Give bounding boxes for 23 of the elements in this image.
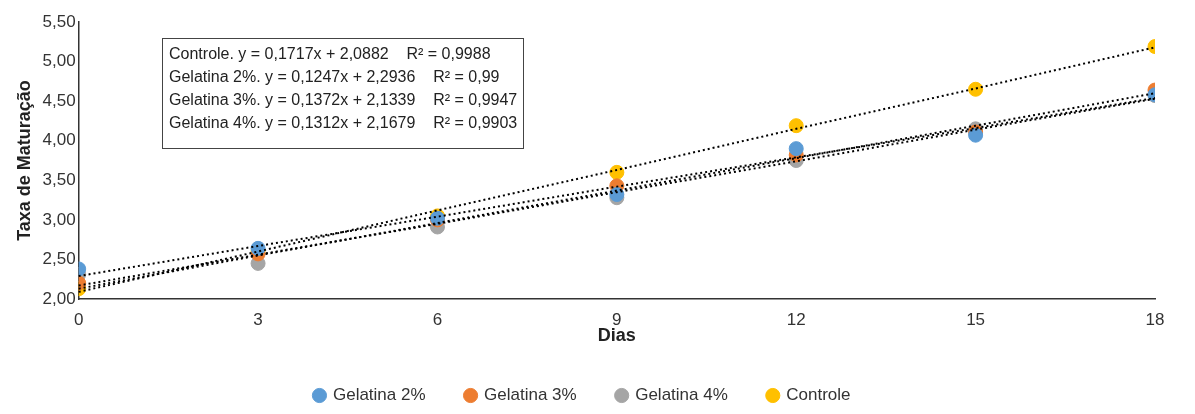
annotation: Gelatina 2%. y = 0,1247x + 2,2936 R² = 0,99 xyxy=(169,67,501,87)
legend-label: Gelatina 3% xyxy=(484,385,577,405)
y-axis-title: Taxa de Maturação xyxy=(13,80,34,241)
x-tick-label: 6 xyxy=(432,309,443,329)
annotation: Controle. y = 0,1717x + 2,0882 R² = 0,9988 xyxy=(169,44,492,64)
annotation: Gelatina 4%. y = 0,1312x + 2,1679 R² = 0,9903 xyxy=(169,113,518,133)
x-tick-label: 18 xyxy=(1145,309,1165,329)
y-tick-label: 4,00 xyxy=(42,130,76,150)
x-tick-label: 0 xyxy=(73,309,84,329)
legend-label: Gelatina 2% xyxy=(332,385,426,405)
x-tick-label: 12 xyxy=(786,309,806,329)
y-tick-label: 2,00 xyxy=(42,288,76,308)
x-tick-label: 3 xyxy=(253,309,263,329)
y-tick-label: 5,00 xyxy=(42,51,76,71)
annotation: Gelatina 3%. y = 0,1372x + 2,1339 R² = 0,9947 xyxy=(169,90,518,110)
y-tick-label: 3,50 xyxy=(42,169,76,189)
y-tick-label: 5,50 xyxy=(42,11,76,31)
legend-label: Gelatina 4% xyxy=(635,385,728,405)
y-tick-label: 3,00 xyxy=(42,209,76,229)
x-tick-label: 15 xyxy=(966,309,986,329)
legend-label: Controle xyxy=(786,385,851,405)
y-tick-label: 2,50 xyxy=(42,249,76,269)
y-tick-label: 4,50 xyxy=(42,90,76,110)
